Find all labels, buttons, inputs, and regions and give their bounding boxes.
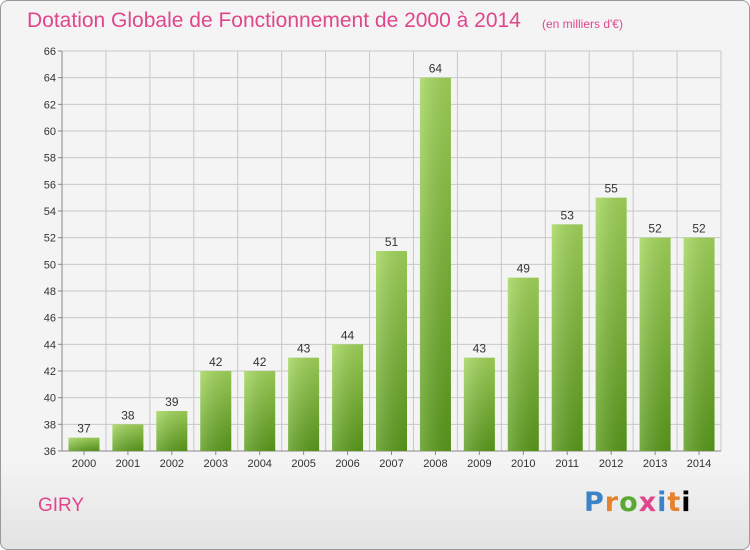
y-tick-label: 58: [44, 153, 56, 165]
labels: 37 38 39 42 42 43 44 51 64 43 49 53 55 52 52: [77, 62, 706, 436]
logo-letter: i: [657, 487, 668, 518]
commune-name: GIRY: [38, 495, 85, 516]
x-tick-label: 2008: [423, 458, 447, 470]
y-tick-label: 48: [44, 286, 56, 298]
bar-value-label: 43: [473, 342, 487, 356]
proxiti-logo[interactable]: Proxiti: [584, 487, 692, 518]
logo-letter: x: [638, 487, 658, 518]
y-tick-label: 54: [44, 206, 56, 218]
x-tick-label: 2002: [160, 458, 184, 470]
bar-shade: [156, 411, 188, 451]
bar-value-label: 37: [77, 422, 91, 436]
bar-value-label: 44: [341, 328, 355, 342]
bar-shade: [288, 357, 320, 451]
bar-value-label: 42: [209, 355, 223, 369]
x-tick-label: 2007: [379, 458, 403, 470]
y-tick-label: 62: [44, 99, 56, 111]
y-tick-label: 66: [44, 46, 56, 58]
x-tick-label: 2009: [467, 458, 491, 470]
logo-letter: P: [584, 487, 605, 518]
bar-shade: [200, 371, 232, 451]
chart-subtitle: (en milliers d'€): [542, 17, 623, 31]
x-tick-label: 2011: [555, 458, 579, 470]
bar-value-label: 43: [297, 342, 311, 356]
bar-value-label: 49: [517, 262, 531, 276]
x-tick-label: 2012: [599, 458, 623, 470]
bar-shade: [595, 197, 627, 451]
bar-value-label: 52: [648, 222, 662, 236]
logo-letter: o: [619, 487, 639, 518]
y-tick-label: 38: [44, 419, 56, 431]
y-tick-label: 40: [44, 393, 56, 405]
bar-shade: [463, 357, 495, 451]
y-tick-label: 42: [44, 366, 56, 378]
x-tick-label: 2006: [335, 458, 359, 470]
x-tick-label: 2014: [687, 458, 711, 470]
bar-shade: [551, 224, 583, 451]
y-tick-label: 36: [44, 446, 56, 458]
x-tick-label: 2001: [116, 458, 140, 470]
bar-shade: [112, 424, 144, 451]
bar-shade: [332, 344, 364, 451]
bar-value-label: 42: [253, 355, 267, 369]
bar-value-label: 64: [429, 62, 443, 76]
x-tick-label: 2005: [291, 458, 315, 470]
y-tick-label: 56: [44, 179, 56, 191]
x-tick-label: 2004: [247, 458, 271, 470]
bar-value-label: 53: [561, 208, 575, 222]
bar-value-label: 51: [385, 235, 399, 249]
bar-shade: [68, 437, 100, 451]
bar-shade: [376, 251, 407, 451]
bar-shade: [507, 277, 539, 451]
bar-value-label: 39: [165, 395, 179, 409]
logo-letter: r: [604, 487, 620, 518]
x-tick-label: 2000: [72, 458, 96, 470]
y-tick-label: 50: [44, 259, 56, 271]
x-tick-label: 2010: [511, 458, 535, 470]
logo-letter: i: [681, 487, 692, 518]
bar-value-label: 55: [604, 182, 618, 196]
bars: [68, 77, 715, 452]
bar-shade: [244, 371, 276, 451]
x-tick-label: 2003: [204, 458, 228, 470]
y-tick-label: 44: [44, 339, 56, 351]
y-tick-label: 46: [44, 313, 56, 325]
bar-shade: [683, 237, 715, 451]
bar-shade: [419, 77, 451, 452]
chart-title: Dotation Globale de Fonctionnement de 20…: [27, 9, 521, 32]
bar-value-label: 52: [692, 222, 706, 236]
bar-value-label: 38: [121, 408, 135, 422]
y-tick-label: 64: [44, 73, 56, 85]
y-tick-label: 52: [44, 233, 56, 245]
x-tick-label: 2013: [643, 458, 667, 470]
y-tick-label: 60: [44, 126, 56, 138]
bar-shade: [639, 237, 671, 451]
logo-letter: t: [667, 487, 682, 518]
